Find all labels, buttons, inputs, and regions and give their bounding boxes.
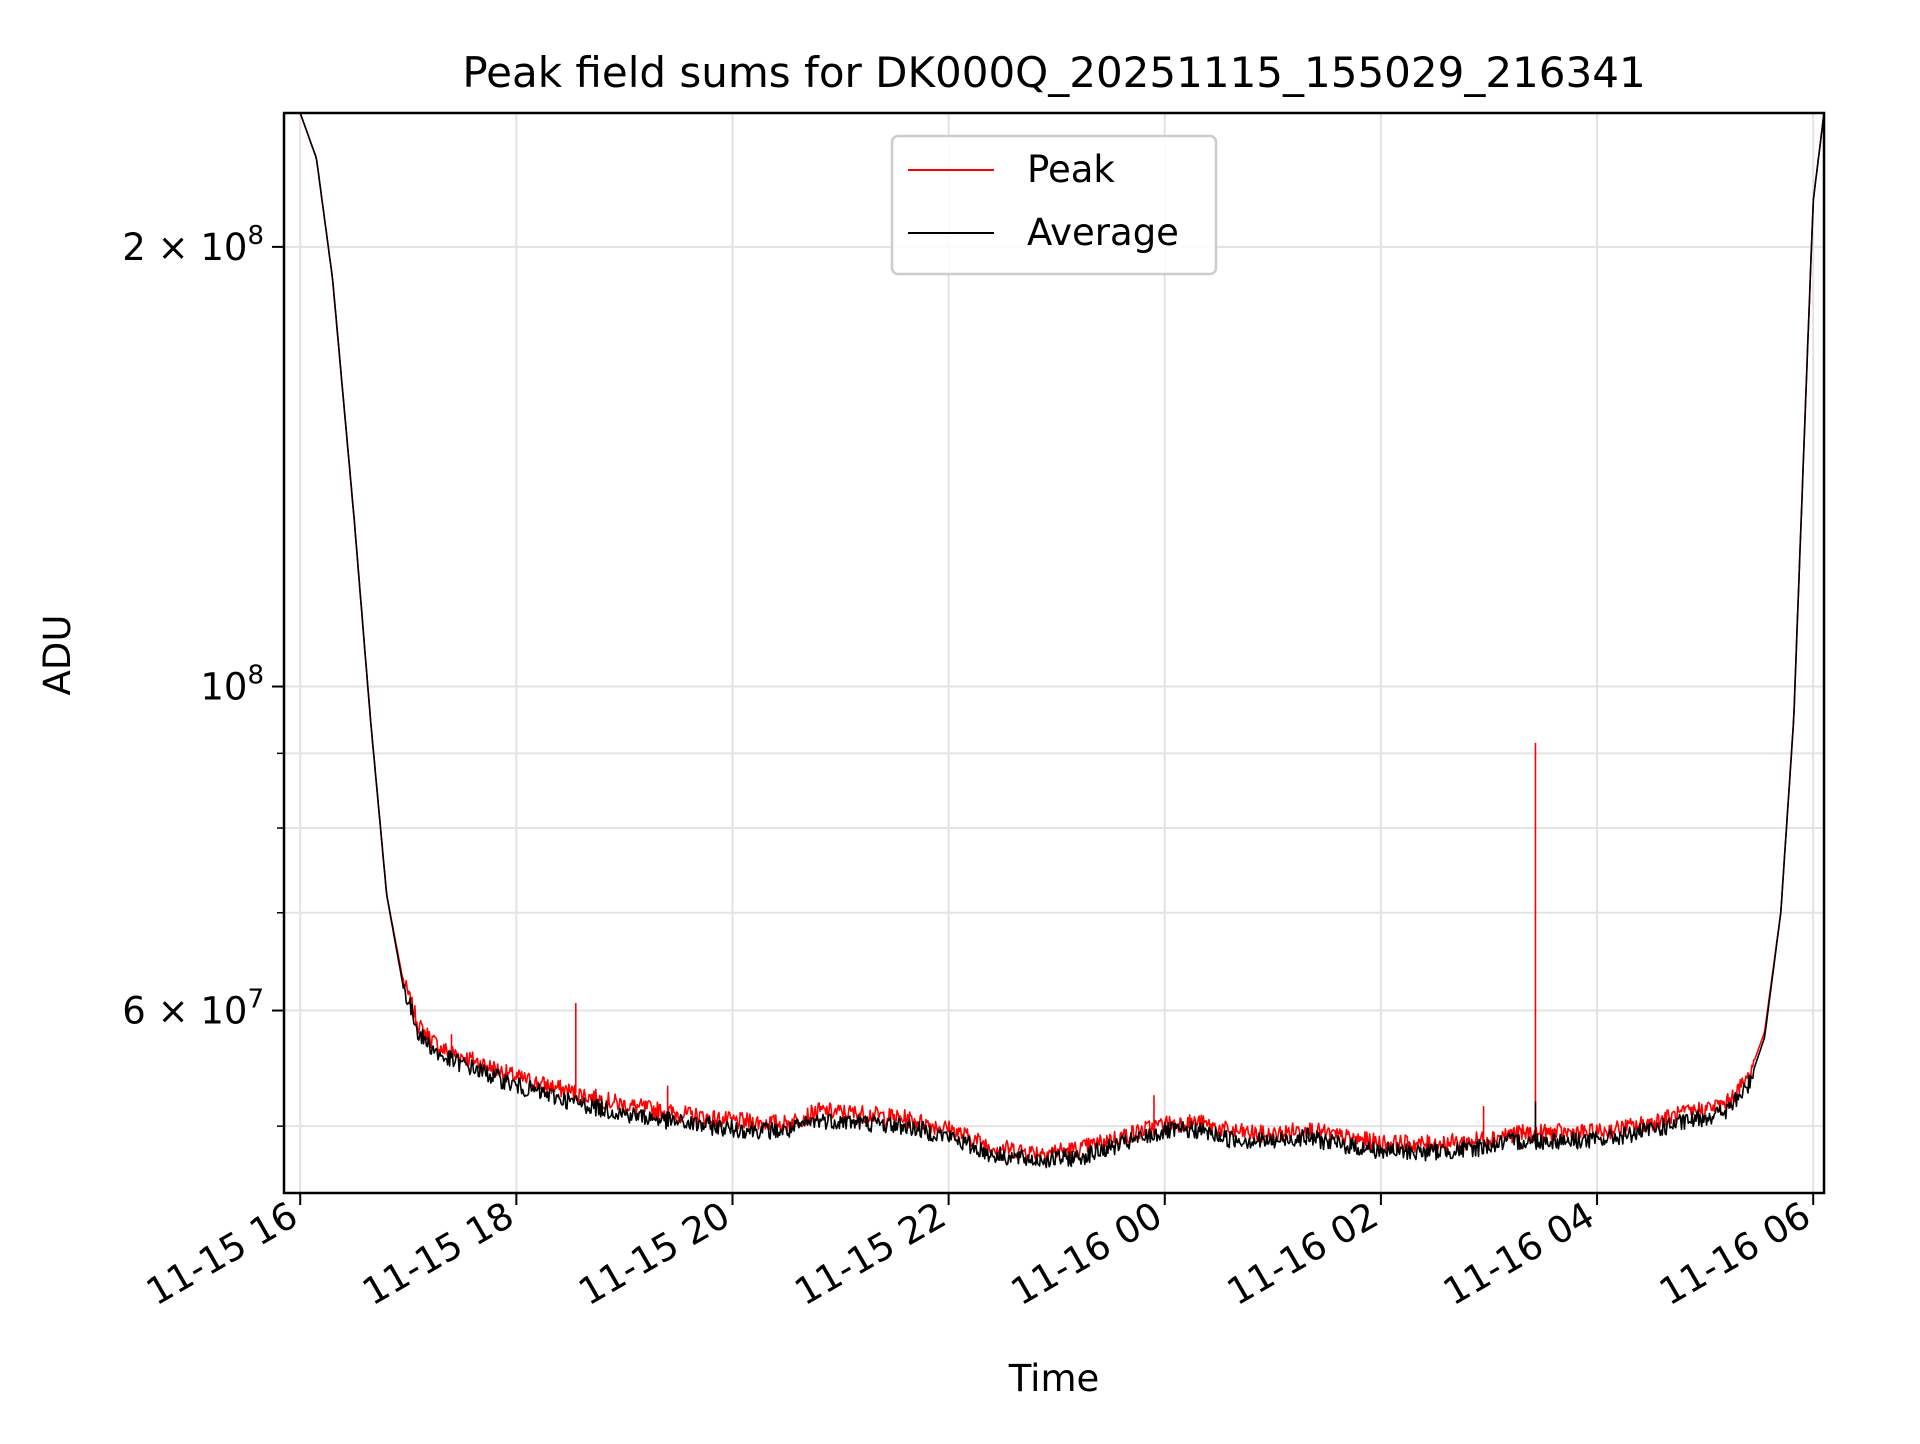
plot-series [284,112,1825,1169]
legend-label-average: Average [1027,211,1179,254]
plot-frame [282,111,1826,1195]
y-tick-label: 108 [200,661,264,709]
series-line-average [284,112,1825,1169]
series-line-peak [284,112,1825,1161]
chart-title: Peak field sums for DK000Q_20251115_1550… [462,48,1645,97]
y-tick-label: 6 × 107 [122,985,264,1033]
y-axis-label: ADU [36,615,79,696]
y-tick-label: 2 × 108 [122,221,264,269]
legend: Peak Average [890,134,1218,276]
x-axis-label: Time [1008,1357,1100,1400]
legend-label-peak: Peak [1027,148,1115,191]
